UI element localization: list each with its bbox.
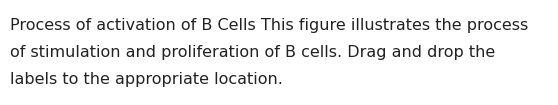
Text: Process of activation of B Cells This figure illustrates the process: Process of activation of B Cells This fi…: [10, 18, 528, 33]
Text: of stimulation and proliferation of B cells. Drag and drop the: of stimulation and proliferation of B ce…: [10, 45, 496, 60]
Text: labels to the appropriate location.: labels to the appropriate location.: [10, 72, 283, 87]
